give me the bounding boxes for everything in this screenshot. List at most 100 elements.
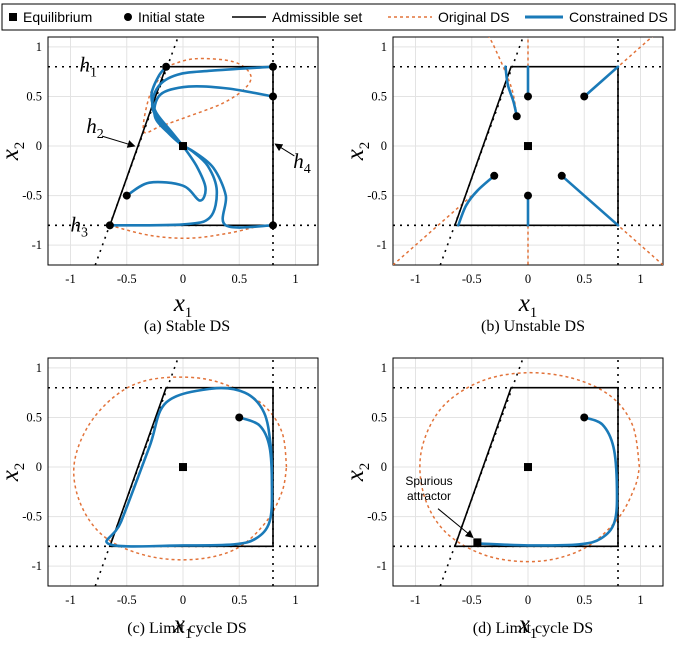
constrained-ds-trajectory xyxy=(504,65,519,118)
y-axis-label-sub: 2 xyxy=(12,142,28,150)
y-tick-label: 1 xyxy=(36,361,42,375)
y-tick-label: -1 xyxy=(32,238,42,252)
constraint-label-sub: 4 xyxy=(304,162,311,177)
y-tick-label: -1 xyxy=(32,559,42,573)
x-tick-label: -0.5 xyxy=(117,272,137,286)
x-tick-label: -1 xyxy=(65,593,75,607)
x-tick-label: -1 xyxy=(65,272,75,286)
y-axis-label-group: x2 xyxy=(342,463,373,483)
y-tick-label: 1 xyxy=(381,361,387,375)
legend-label-original: Original DS xyxy=(438,9,510,25)
constraint-label-sub: 1 xyxy=(90,66,97,81)
y-tick-label: -0.5 xyxy=(22,189,42,203)
x-axis-label: x1 xyxy=(518,290,538,321)
legend-label-admissible: Admissible set xyxy=(272,9,362,25)
legend-initial-state-icon xyxy=(124,13,132,21)
x-tick-label: -0.5 xyxy=(117,593,137,607)
constraint-label-sub: 2 xyxy=(97,127,104,142)
y-axis-label-sub: 2 xyxy=(357,463,373,471)
original-ds-trajectory xyxy=(487,37,518,117)
x-tick-label: -1 xyxy=(410,593,420,607)
constrained-ds-trajectory xyxy=(125,144,207,202)
original-ds-trajectory xyxy=(142,57,252,134)
x-axis-label: x1 xyxy=(173,290,193,321)
plot-frame xyxy=(47,357,319,587)
x-tick-label: 0.5 xyxy=(231,272,247,286)
legend: Equilibrium Initial state Admissible set… xyxy=(1,3,676,31)
constrained-ds-trajectory xyxy=(560,174,620,227)
initial-state-point xyxy=(122,191,131,200)
annotation-arrow xyxy=(437,508,474,539)
initial-state-point xyxy=(580,92,589,101)
x-axis-label-sub: 1 xyxy=(185,626,193,642)
initial-state-point xyxy=(162,62,171,71)
panel-caption: (b) Unstable DS xyxy=(481,318,585,335)
y-tick-label: 0.5 xyxy=(371,89,387,103)
equilibrium-point xyxy=(179,463,187,472)
annotation-text: Spurious xyxy=(405,474,452,488)
constraint-label: h2 xyxy=(86,114,104,142)
y-axis-label-group: x2 xyxy=(0,142,28,162)
y-axis-label-sub: 2 xyxy=(12,463,28,471)
plot-area xyxy=(48,358,318,586)
plot-area xyxy=(393,358,663,586)
x-tick-label: -0.5 xyxy=(462,593,482,607)
legend-label-initial-state: Initial state xyxy=(138,9,205,25)
constrained-ds-trajectory xyxy=(105,386,274,548)
y-axis-label-group: x2 xyxy=(0,463,28,483)
initial-state-point xyxy=(524,191,532,200)
panels: -1 -0.5 0 0.5 1 1 0.5 0 -0.5 -1 x1 x2 (a) Stable DS h… xyxy=(0,36,664,642)
plot-frame xyxy=(392,36,664,266)
constrained-ds-trajectory xyxy=(181,144,275,229)
y-axis-label: x2 xyxy=(0,142,28,162)
x-tick-label: -1 xyxy=(410,272,420,286)
y-axis-label-sub: 2 xyxy=(357,142,373,150)
constraint-label: h4 xyxy=(293,149,311,177)
legend-equilibrium-icon xyxy=(9,13,17,21)
constraint-label-sub: 3 xyxy=(81,225,88,240)
plot-area xyxy=(393,37,663,265)
initial-state-point xyxy=(269,92,277,101)
initial-state-point xyxy=(557,171,566,180)
y-tick-label: -0.5 xyxy=(22,510,42,524)
initial-state-point xyxy=(512,112,521,121)
plot-frame xyxy=(47,36,319,266)
x-tick-label: 1 xyxy=(637,272,643,286)
x-tick-label: 0 xyxy=(180,272,186,286)
y-tick-label: 0.5 xyxy=(26,410,42,424)
y-tick-label: -0.5 xyxy=(367,189,387,203)
panel-caption: (a) Stable DS xyxy=(144,318,230,335)
equilibrium-point xyxy=(473,538,482,547)
legend-label-equilibrium: Equilibrium xyxy=(23,9,92,25)
y-tick-label: -0.5 xyxy=(367,510,387,524)
x-tick-label: 0.5 xyxy=(576,593,592,607)
initial-state-point xyxy=(235,413,244,422)
y-tick-label: 0.5 xyxy=(26,89,42,103)
admissible-set xyxy=(453,386,619,548)
panel-caption: (d) Limit cycle DS xyxy=(473,620,593,637)
x-tick-label: 0 xyxy=(525,593,531,607)
constraint-label: h1 xyxy=(80,53,98,81)
initial-state-point xyxy=(269,62,277,71)
y-tick-label: 1 xyxy=(36,40,42,54)
y-tick-label: 0 xyxy=(36,460,42,474)
x-tick-label: 1 xyxy=(292,272,298,286)
y-axis-label: x2 xyxy=(342,463,373,483)
original-ds-trajectory xyxy=(393,175,495,265)
y-tick-label: -1 xyxy=(377,559,387,573)
chart-panel-2: -1 -0.5 0 0.5 1 1 0.5 0 -0.5 -1 x1 x2 (b) Unstable D… xyxy=(342,36,664,335)
x-tick-label: 0 xyxy=(525,272,531,286)
equilibrium-point xyxy=(179,142,187,151)
panel-caption: (c) Limit cycle DS xyxy=(127,620,247,637)
constrained-ds-trajectory xyxy=(476,416,619,547)
y-tick-label: -1 xyxy=(377,238,387,252)
x-tick-label: 0 xyxy=(180,593,186,607)
legend-label-constrained: Constrained DS xyxy=(569,9,668,25)
y-tick-label: 0 xyxy=(381,139,387,153)
x-tick-label: 0.5 xyxy=(576,272,592,286)
initial-state-point xyxy=(580,413,589,422)
constraint-label-arrow xyxy=(101,135,136,148)
constrained-ds-trajectory xyxy=(583,65,620,98)
x-tick-label: 1 xyxy=(637,593,643,607)
